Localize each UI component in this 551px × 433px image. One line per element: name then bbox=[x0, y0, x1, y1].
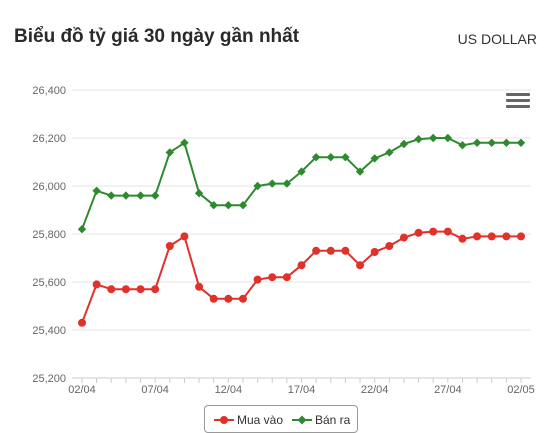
data-point-sell bbox=[341, 153, 350, 162]
series-line-buy bbox=[81, 230, 521, 324]
series-line-sell bbox=[81, 137, 521, 230]
data-point-buy bbox=[121, 285, 130, 294]
x-tick-label: 07/04 bbox=[141, 384, 169, 396]
data-point-buy bbox=[487, 232, 496, 241]
legend-buy-marker bbox=[214, 416, 234, 424]
data-point-buy bbox=[429, 227, 438, 236]
data-point-buy bbox=[517, 232, 525, 241]
data-point-sell bbox=[311, 153, 321, 162]
legend-sell-marker bbox=[292, 415, 312, 425]
chart-title: Biểu đồ tỷ giá 30 ngày gần nhất bbox=[14, 26, 300, 47]
data-point-buy bbox=[78, 318, 86, 327]
data-point-sell bbox=[180, 138, 189, 147]
y-tick-label: 26,200 bbox=[32, 133, 66, 145]
data-point-sell bbox=[165, 148, 174, 157]
x-tick-label: 17/04 bbox=[288, 384, 316, 396]
data-point-buy bbox=[370, 248, 379, 256]
data-point-sell bbox=[297, 167, 306, 176]
data-point-buy bbox=[107, 285, 116, 294]
data-point-sell bbox=[253, 181, 262, 191]
data-point-buy bbox=[356, 261, 365, 270]
data-point-sell bbox=[194, 189, 204, 198]
data-point-sell bbox=[472, 138, 482, 147]
data-point-sell bbox=[355, 167, 365, 176]
data-point-sell bbox=[370, 154, 379, 163]
data-point-sell bbox=[282, 179, 292, 188]
data-point-sell bbox=[516, 138, 526, 147]
data-point-sell bbox=[502, 138, 511, 147]
data-point-buy bbox=[326, 246, 335, 255]
data-point-sell bbox=[458, 141, 467, 150]
legend-label-sell: Bán ra bbox=[315, 413, 351, 427]
data-point-sell bbox=[487, 138, 496, 147]
x-tick-label: 12/04 bbox=[215, 384, 243, 396]
y-tick-label: 25,200 bbox=[32, 373, 66, 385]
data-point-sell bbox=[107, 191, 116, 200]
data-point-buy bbox=[180, 232, 189, 241]
data-point-sell bbox=[414, 135, 423, 144]
data-point-sell bbox=[121, 191, 131, 200]
legend-item-buy[interactable]: Mua vào bbox=[213, 412, 283, 428]
y-tick-label: 25,400 bbox=[32, 325, 66, 337]
data-point-buy bbox=[312, 246, 321, 255]
data-point-sell bbox=[92, 186, 101, 195]
data-point-buy bbox=[92, 280, 101, 289]
menu-bar-middle bbox=[506, 99, 530, 102]
data-point-buy bbox=[253, 275, 262, 284]
data-point-sell bbox=[238, 201, 248, 210]
x-tick-label: 27/04 bbox=[434, 384, 462, 396]
data-point-sell bbox=[326, 153, 335, 162]
legend-label-buy: Mua vào bbox=[237, 413, 284, 427]
x-tick-label: 22/04 bbox=[361, 384, 389, 396]
data-point-buy bbox=[238, 294, 247, 303]
data-point-sell bbox=[224, 201, 233, 210]
data-point-sell bbox=[136, 191, 145, 200]
data-point-buy bbox=[209, 294, 218, 303]
data-point-buy bbox=[136, 285, 145, 294]
menu-bar-top bbox=[506, 93, 530, 96]
y-tick-label: 26,400 bbox=[32, 85, 66, 97]
data-point-sell bbox=[150, 191, 160, 200]
data-point-sell bbox=[385, 148, 394, 157]
data-point-buy bbox=[399, 233, 408, 242]
data-point-sell bbox=[209, 201, 218, 210]
data-point-sell bbox=[443, 133, 453, 143]
data-point-buy bbox=[341, 246, 350, 255]
data-point-buy bbox=[297, 261, 306, 270]
y-tick-label: 25,800 bbox=[32, 229, 66, 241]
chart-legend: Mua vào Bán ra bbox=[204, 405, 358, 433]
data-point-buy bbox=[443, 227, 452, 236]
data-point-buy bbox=[165, 242, 174, 250]
currency-label: US DOLLAR bbox=[457, 31, 537, 47]
legend-item-sell[interactable]: Bán ra bbox=[291, 412, 355, 428]
data-point-buy bbox=[268, 273, 277, 282]
data-point-sell bbox=[77, 225, 87, 234]
data-point-sell bbox=[399, 139, 409, 149]
data-point-buy bbox=[195, 282, 204, 291]
data-point-buy bbox=[385, 242, 394, 250]
data-point-buy bbox=[502, 232, 511, 241]
menu-bar-bottom bbox=[506, 105, 530, 108]
data-point-buy bbox=[458, 234, 467, 243]
data-point-buy bbox=[282, 273, 291, 282]
hamburger-menu-icon[interactable] bbox=[506, 93, 530, 111]
y-tick-label: 26,000 bbox=[32, 181, 66, 193]
data-point-buy bbox=[224, 294, 233, 303]
x-tick-label: 02/04 bbox=[68, 384, 96, 396]
x-tick-label: 02/05 bbox=[507, 384, 535, 396]
y-tick-label: 25,600 bbox=[32, 277, 66, 289]
data-point-sell bbox=[429, 133, 438, 143]
data-point-buy bbox=[414, 228, 423, 237]
data-point-buy bbox=[473, 232, 482, 241]
data-point-buy bbox=[151, 285, 160, 294]
data-point-sell bbox=[268, 179, 277, 188]
